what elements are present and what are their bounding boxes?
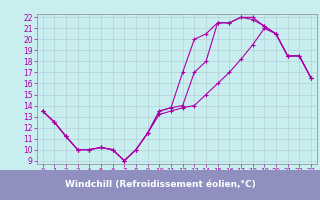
Text: Windchill (Refroidissement éolien,°C): Windchill (Refroidissement éolien,°C) [65, 180, 255, 190]
